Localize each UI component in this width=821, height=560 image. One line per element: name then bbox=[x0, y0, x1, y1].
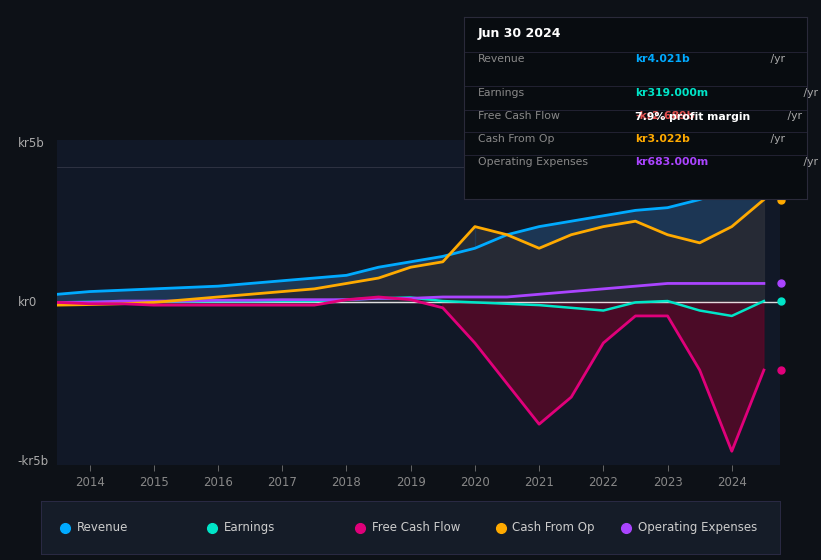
Text: Operating Expenses: Operating Expenses bbox=[638, 521, 757, 534]
Text: Earnings: Earnings bbox=[478, 88, 525, 98]
Text: kr683.000m: kr683.000m bbox=[635, 157, 709, 167]
Text: Cash From Op: Cash From Op bbox=[512, 521, 595, 534]
Text: Free Cash Flow: Free Cash Flow bbox=[478, 111, 559, 122]
Text: /yr: /yr bbox=[800, 88, 819, 98]
Text: Revenue: Revenue bbox=[76, 521, 128, 534]
Text: kr319.000m: kr319.000m bbox=[635, 88, 709, 98]
Text: kr5b: kr5b bbox=[18, 137, 44, 150]
Text: /yr: /yr bbox=[768, 54, 785, 64]
Text: -kr2.689b: -kr2.689b bbox=[635, 111, 695, 122]
Text: 7.9% profit margin: 7.9% profit margin bbox=[635, 113, 750, 122]
Text: Operating Expenses: Operating Expenses bbox=[478, 157, 588, 167]
Text: /yr: /yr bbox=[800, 157, 819, 167]
Text: /yr: /yr bbox=[784, 111, 802, 122]
Text: -kr5b: -kr5b bbox=[18, 455, 49, 468]
Text: Revenue: Revenue bbox=[478, 54, 525, 64]
Text: kr4.021b: kr4.021b bbox=[635, 54, 690, 64]
Text: kr3.022b: kr3.022b bbox=[635, 134, 690, 144]
Text: kr0: kr0 bbox=[18, 296, 37, 309]
Text: Jun 30 2024: Jun 30 2024 bbox=[478, 27, 561, 40]
Text: Free Cash Flow: Free Cash Flow bbox=[372, 521, 461, 534]
Text: Cash From Op: Cash From Op bbox=[478, 134, 554, 144]
Text: Earnings: Earnings bbox=[224, 521, 276, 534]
Text: /yr: /yr bbox=[768, 134, 785, 144]
